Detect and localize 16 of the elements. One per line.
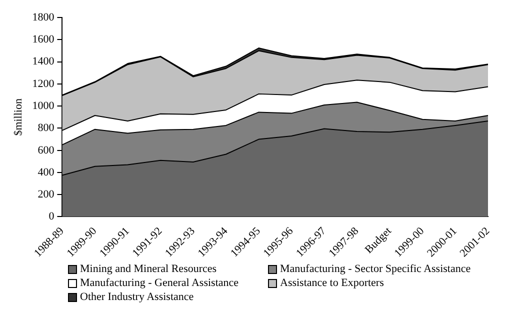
y-tick-label: 1600 [32, 34, 55, 46]
y-tick-label: 1800 [32, 11, 55, 24]
y-tick-label: 400 [38, 166, 55, 178]
y-tick-label: 200 [38, 188, 55, 201]
legend-label: Mining and Mineral Resources [80, 263, 217, 275]
y-axis-title: $million [12, 98, 24, 136]
y-tick-label: 800 [38, 122, 55, 134]
y-tick-label: 1200 [32, 78, 55, 90]
y-tick-label: 0 [48, 210, 55, 223]
legend-label: Manufacturing - General Assistance [80, 277, 239, 289]
legend-label: Assistance to Exporters [280, 277, 384, 289]
y-tick-label: 1000 [32, 100, 55, 112]
y-tick-label: 600 [38, 144, 55, 156]
y-tick-label: 1400 [32, 56, 55, 68]
legend-label: Manufacturing - Sector Specific Assistance [280, 263, 471, 275]
legend-label: Other Industry Assistance [80, 291, 194, 303]
